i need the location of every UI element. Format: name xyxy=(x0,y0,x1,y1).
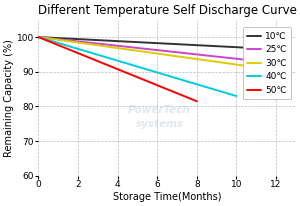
40℃ xyxy=(37,36,40,38)
Legend: 10℃, 25℃, 30℃, 40℃, 50℃: 10℃, 25℃, 30℃, 40℃, 50℃ xyxy=(243,27,291,99)
Title: Different Temperature Self Discharge Curve: Different Temperature Self Discharge Cur… xyxy=(38,4,296,17)
Y-axis label: Remaining Capacity (%): Remaining Capacity (%) xyxy=(4,39,14,157)
40℃ xyxy=(235,95,238,97)
Line: 50℃: 50℃ xyxy=(38,37,197,101)
50℃ xyxy=(195,100,199,103)
Line: 40℃: 40℃ xyxy=(38,37,236,96)
Text: PowerTech
systems: PowerTech systems xyxy=(128,105,191,129)
X-axis label: Storage Time(Months): Storage Time(Months) xyxy=(113,192,221,202)
50℃ xyxy=(37,36,40,38)
